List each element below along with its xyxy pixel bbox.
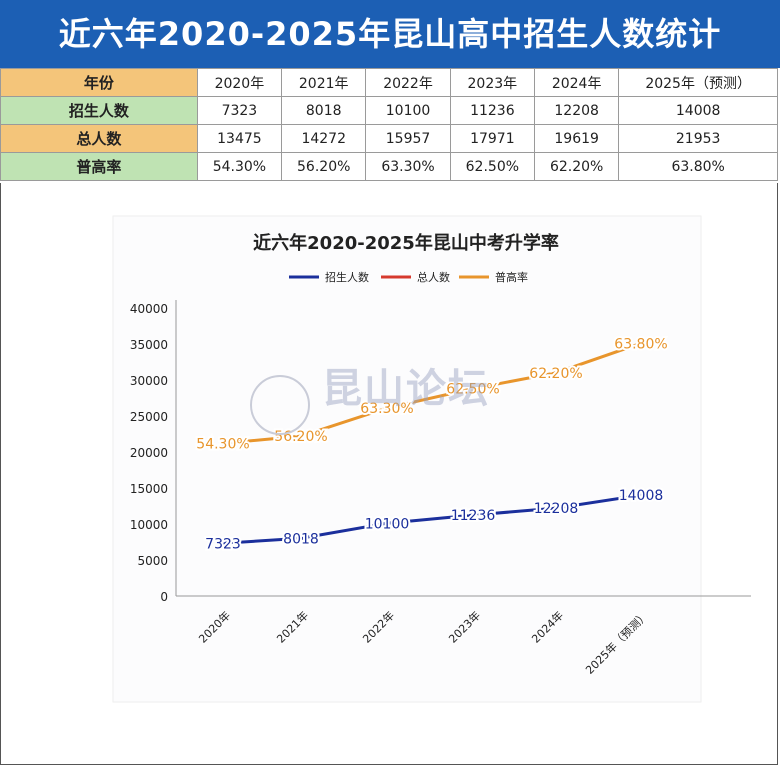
table-cell: 10100 — [365, 96, 451, 125]
data-point — [639, 341, 643, 346]
data-label: 11236 — [451, 508, 496, 524]
legend-label: 招生人数 — [325, 270, 369, 284]
table-cell: 7323 — [196, 96, 283, 125]
year-cell: 2024年 — [533, 68, 620, 97]
data-label: 8018 — [283, 531, 319, 547]
data-point — [554, 370, 558, 375]
y-tick-label: 40000 — [130, 302, 168, 316]
data-label: 62.20% — [529, 366, 582, 382]
banner-title: 近六年2020-2025年昆山高中招生人数统计 — [0, 0, 780, 68]
table-cell: 21953 — [618, 124, 778, 153]
table-cell: 8018 — [281, 96, 367, 125]
year-cell: 2023年 — [449, 68, 536, 97]
y-tick-label: 5000 — [137, 554, 168, 568]
table-row-total: 总人数 13475 14272 15957 17971 19619 21953 — [0, 124, 778, 153]
watermark-text: 昆山论坛 — [322, 365, 490, 412]
year-cell: 2025年（预测） — [618, 68, 778, 97]
data-point — [221, 441, 225, 446]
row-header-rate: 普高率 — [0, 152, 198, 181]
chart-frame: 近六年2020-2025年昆山中考升学率招生人数 总人数 普高率 0 5000 10000… — [0, 183, 778, 765]
y-tick-label: 25000 — [130, 410, 168, 424]
data-point — [299, 536, 303, 541]
table-row-year: 年份 2020年 2021年 2022年 2023年 2024年 2025年（预… — [0, 68, 778, 97]
series-line — [222, 493, 642, 545]
data-label: 62.50% — [446, 382, 499, 398]
data-label: 14008 — [619, 488, 664, 504]
table-cell: 12208 — [533, 96, 620, 125]
table-cell: 62.20% — [533, 152, 620, 181]
y-tick-label: 15000 — [130, 482, 168, 496]
table-cell: 14008 — [618, 96, 778, 125]
data-label: 12208 — [534, 501, 579, 517]
table-cell: 19619 — [533, 124, 620, 153]
table-cell: 11236 — [449, 96, 536, 125]
row-header-total: 总人数 — [0, 124, 198, 153]
data-label: 63.80% — [614, 336, 667, 352]
year-cell: 2022年 — [365, 68, 451, 97]
data-point — [385, 521, 389, 526]
stats-table: 年份 2020年 2021年 2022年 2023年 2024年 2025年（预… — [0, 68, 778, 181]
table-row-enrollment: 招生人数 7323 8018 10100 11236 12208 14008 — [0, 96, 778, 125]
table-cell: 14272 — [281, 124, 367, 153]
row-header-year: 年份 — [0, 68, 198, 97]
data-point — [385, 406, 389, 411]
data-point — [299, 434, 303, 439]
table-cell: 13475 — [196, 124, 283, 153]
data-label: 63.30% — [360, 401, 413, 417]
year-cell: 2020年 — [196, 68, 283, 97]
y-tick-label: 20000 — [130, 446, 168, 460]
table-cell: 56.20% — [281, 152, 367, 181]
table-cell: 63.80% — [618, 152, 778, 181]
data-label: 7323 — [205, 536, 241, 552]
data-point — [471, 386, 475, 391]
data-label: 54.30% — [196, 436, 249, 452]
table-cell: 54.30% — [196, 152, 283, 181]
series-line — [222, 341, 642, 445]
chart-title: 近六年2020-2025年昆山中考升学率 — [253, 232, 559, 254]
legend-label: 普高率 — [495, 270, 528, 284]
watermark-logo-icon — [250, 375, 310, 435]
data-point — [639, 493, 643, 498]
y-tick-label: 30000 — [130, 374, 168, 388]
row-header-enrollment: 招生人数 — [0, 96, 198, 125]
year-cell: 2021年 — [281, 68, 367, 97]
data-point — [221, 541, 225, 546]
data-point — [471, 513, 475, 518]
data-point — [554, 506, 558, 511]
data-label: 10100 — [365, 516, 410, 532]
plot-card — [112, 215, 702, 703]
y-tick-label: 10000 — [130, 518, 168, 532]
legend-label: 总人数 — [417, 270, 450, 284]
y-tick-label: 0 — [160, 590, 168, 604]
table-cell: 62.50% — [449, 152, 536, 181]
table-cell: 63.30% — [365, 152, 451, 181]
table-cell: 17971 — [449, 124, 536, 153]
table-row-rate: 普高率 54.30% 56.20% 63.30% 62.50% 62.20% 6… — [0, 152, 778, 181]
y-tick-label: 35000 — [130, 338, 168, 352]
table-cell: 15957 — [365, 124, 451, 153]
